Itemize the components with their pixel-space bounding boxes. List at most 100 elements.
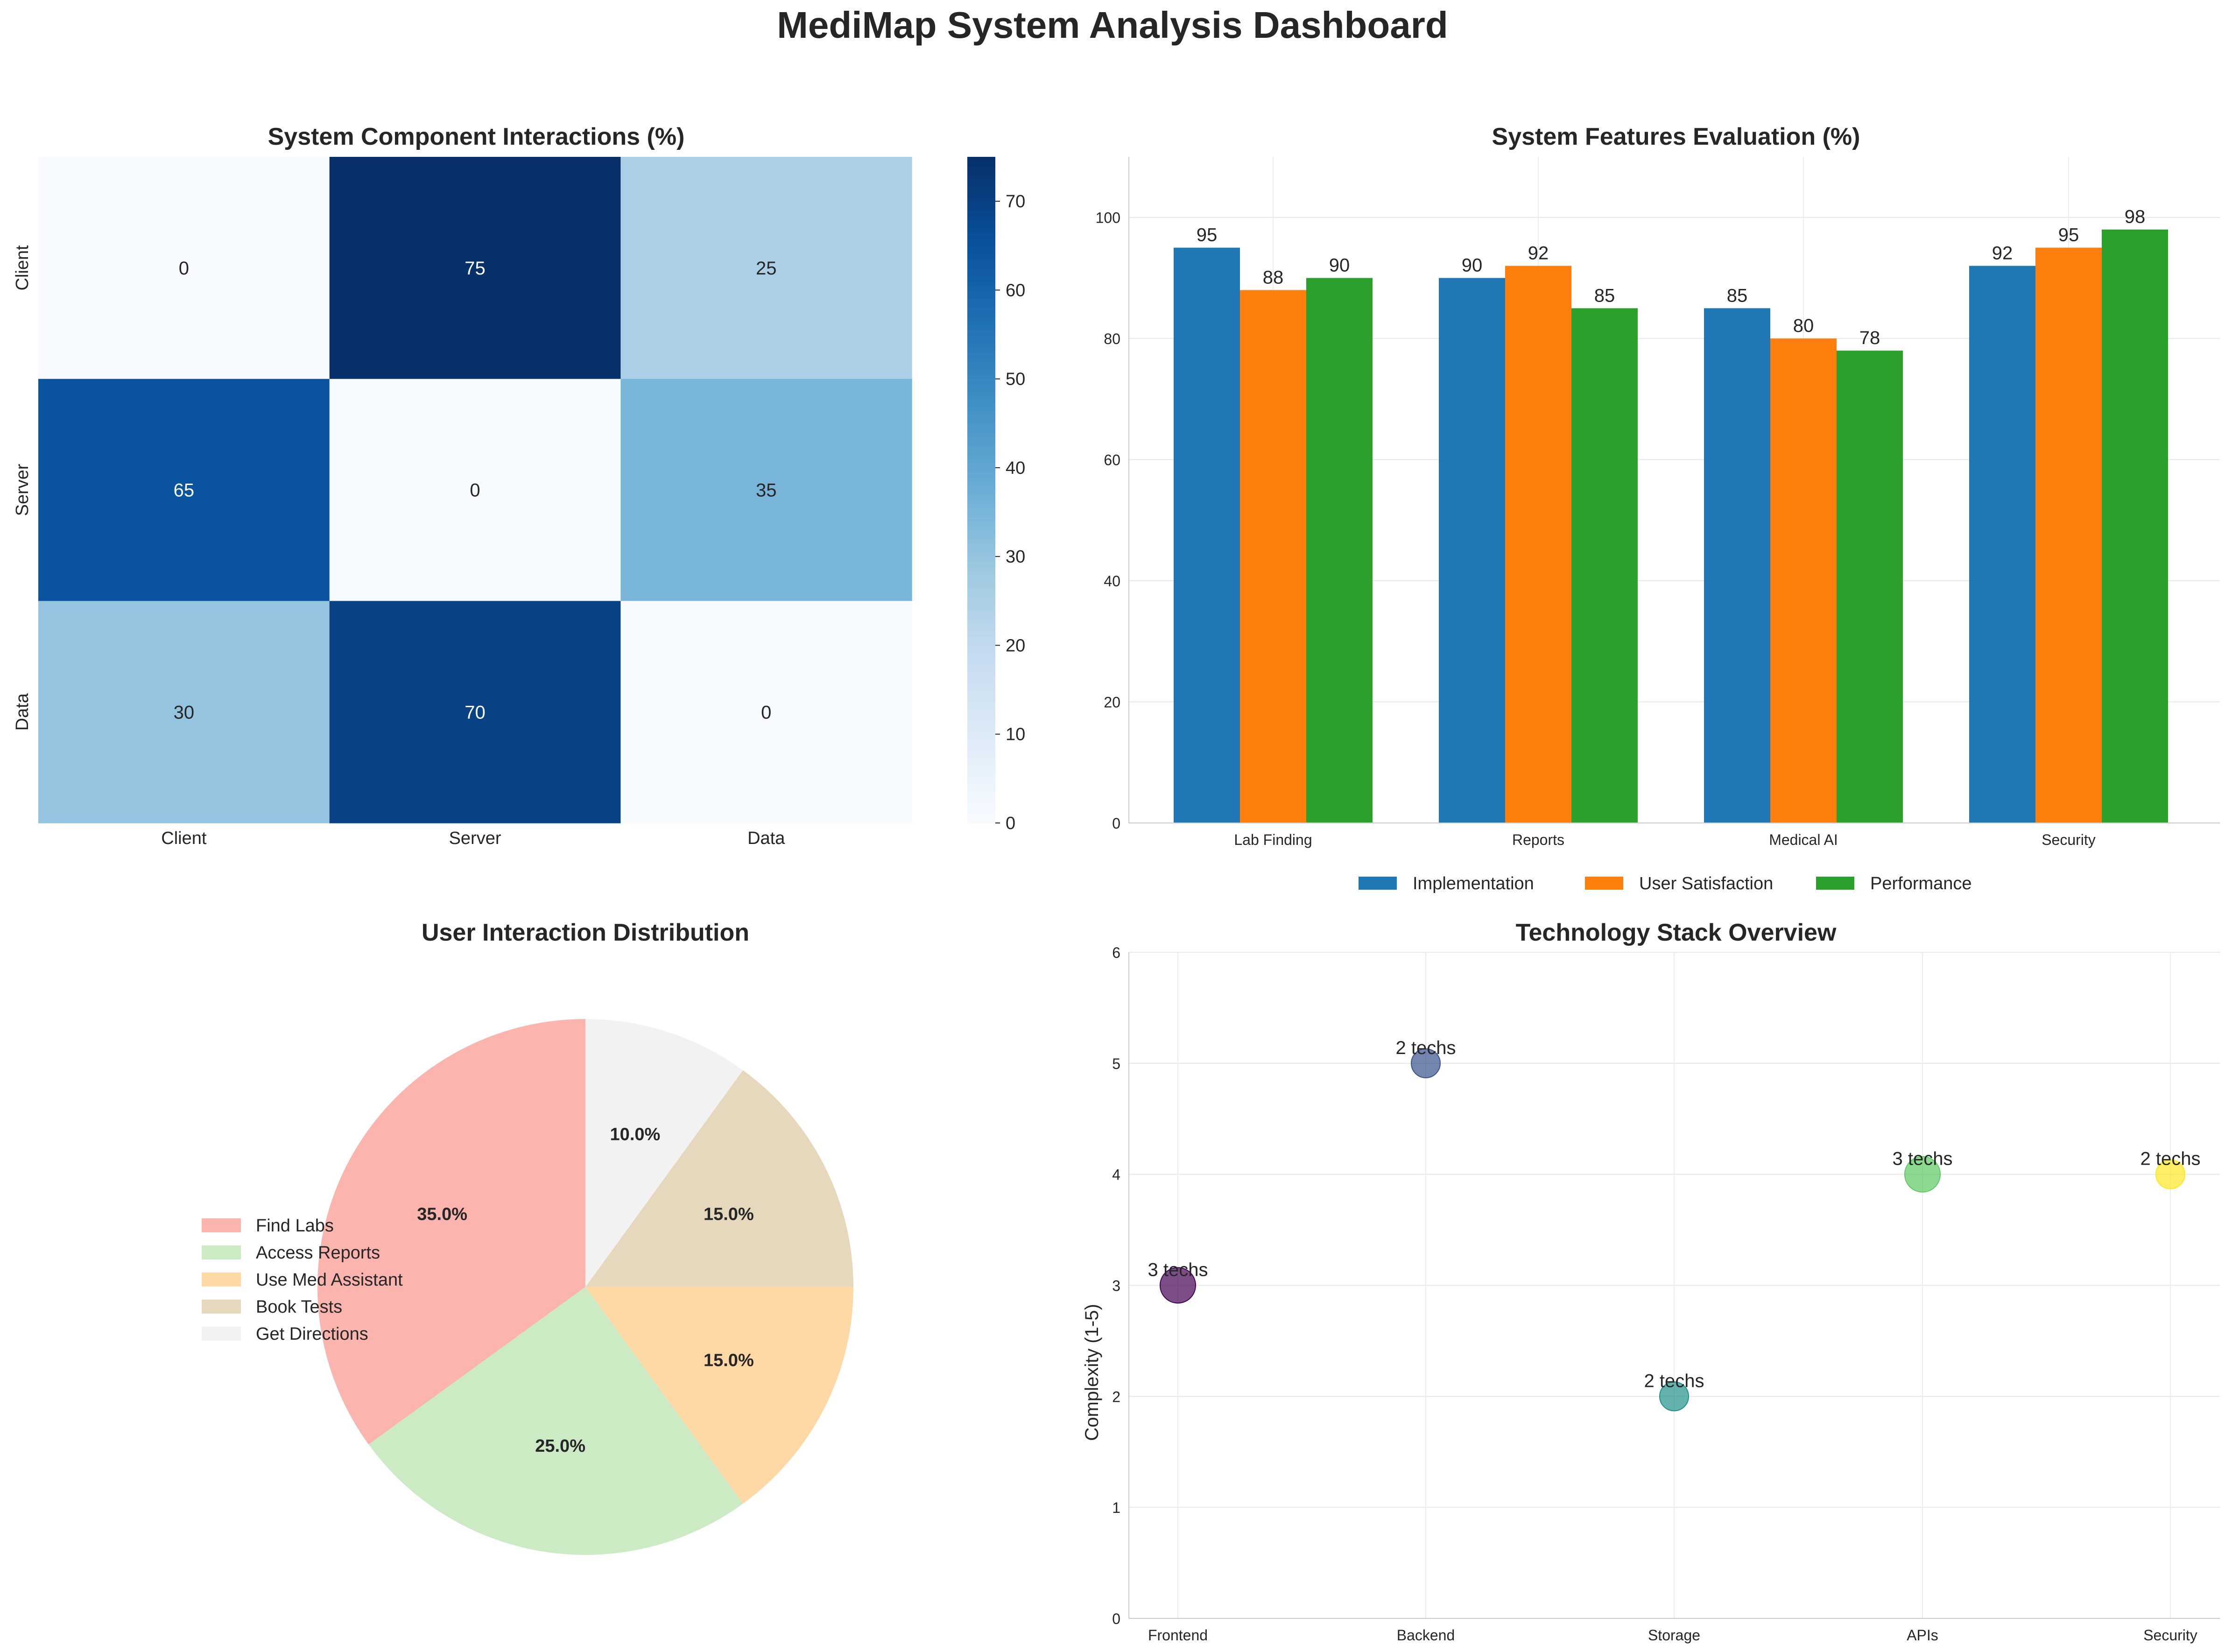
bar-x-tick-label: Lab Finding	[1234, 831, 1312, 848]
bar	[1770, 338, 1837, 823]
colorbar-gradient-step	[967, 334, 995, 340]
dashboard-title: MediMap System Analysis Dashboard	[777, 4, 1448, 46]
colorbar-gradient-step	[967, 299, 995, 304]
scatter-chart-points	[1160, 1048, 2185, 1412]
colorbar-gradient-step	[967, 592, 995, 597]
colorbar-gradient-step	[967, 565, 995, 570]
legend-swatch	[1585, 877, 1623, 890]
scatter-annotation: 2 techs	[1644, 1371, 1704, 1391]
colorbar-gradient-step	[967, 405, 995, 411]
pie-percent-label: 15.0%	[704, 1205, 754, 1224]
colorbar-gradient-step	[967, 316, 995, 322]
colorbar-gradient-step	[967, 188, 995, 193]
colorbar-gradient-step	[967, 281, 995, 286]
scatter-x-tick-label: Storage	[1648, 1627, 1700, 1644]
heatmap-panel: System Component Interactions (%) 0 75 25 6…	[13, 123, 1025, 848]
colorbar-gradient-step	[967, 530, 995, 535]
colorbar-gradient-step	[967, 627, 995, 633]
colorbar-tick-label: 30	[1006, 547, 1025, 567]
colorbar-tick-label: 10	[1006, 725, 1025, 745]
scatter-point	[1411, 1048, 1441, 1078]
legend-swatch	[202, 1272, 241, 1286]
bar-chart-title: System Features Evaluation (%)	[1492, 123, 1860, 150]
heatmap-cell	[620, 157, 912, 380]
pie-slice	[585, 1070, 853, 1287]
colorbar-gradient-step	[967, 325, 995, 331]
bar-x-tick-label: Medical AI	[1769, 831, 1838, 848]
colorbar-gradient-step	[967, 698, 995, 704]
colorbar-gradient-step	[967, 494, 995, 499]
bar-value-label: 78	[1859, 328, 1880, 348]
colorbar-gradient-step	[967, 743, 995, 748]
scatter-x-tick-label: APIs	[1907, 1627, 1938, 1644]
colorbar-gradient-step	[967, 503, 995, 508]
heatmap-cell	[329, 379, 621, 601]
legend-label: Performance	[1870, 874, 1972, 893]
heatmap-cell	[329, 601, 621, 823]
colorbar-tick-label: 20	[1006, 636, 1025, 655]
bar-chart-axes: 0 20 40 60 80 100 Lab Finding Reports Medical AI…	[1096, 157, 2220, 848]
colorbar-gradient-step	[967, 414, 995, 420]
heatmap-title: System Component Interactions (%)	[268, 123, 685, 150]
heatmap-col-label: Server	[449, 829, 501, 848]
colorbar-gradient-step	[967, 348, 995, 353]
colorbar-gradient-step	[967, 445, 995, 450]
legend-swatch	[202, 1218, 241, 1232]
pie-slice	[368, 1287, 743, 1555]
colorbar-gradient-step	[967, 250, 995, 255]
colorbar-gradient-step	[967, 569, 995, 575]
bar	[2035, 247, 2102, 823]
scatter-y-tick-label: 5	[1112, 1055, 1120, 1072]
colorbar-gradient-step	[967, 685, 995, 690]
colorbar-gradient-step	[967, 792, 995, 797]
colorbar-gradient-step	[967, 232, 995, 238]
colorbar-gradient-step	[967, 472, 995, 477]
colorbar-gradient-step	[967, 272, 995, 277]
heatmap-cell-value: 0	[470, 480, 480, 501]
bar	[1439, 278, 1505, 823]
colorbar-gradient-step	[967, 640, 995, 646]
colorbar-gradient-step	[967, 649, 995, 655]
colorbar-gradient-step	[967, 596, 995, 602]
bar-y-tick-label: 100	[1096, 210, 1120, 226]
scatter-point	[1659, 1381, 1689, 1412]
heatmap-row-labels: Client Server Data	[13, 245, 32, 731]
bar-y-tick-label: 80	[1104, 330, 1120, 347]
colorbar-gradient-step	[967, 321, 995, 326]
colorbar-gradient-step	[967, 632, 995, 637]
bar-y-tick-label: 0	[1112, 815, 1120, 832]
colorbar-gradient-step	[967, 574, 995, 579]
colorbar-gradient-step	[967, 170, 995, 176]
colorbar-gradient-step	[967, 237, 995, 242]
bar-value-label: 95	[1197, 225, 1218, 246]
pie-percent-label: 25.0%	[535, 1436, 585, 1456]
bar-value-label: 92	[1992, 243, 2013, 264]
colorbar-gradient-step	[967, 738, 995, 744]
colorbar-gradient-step	[967, 636, 995, 641]
colorbar-gradient-step	[967, 778, 995, 784]
colorbar-tick-label: 40	[1006, 458, 1025, 478]
colorbar-gradient-step	[967, 210, 995, 215]
colorbar-gradient-step	[967, 396, 995, 402]
colorbar-gradient-step	[967, 254, 995, 260]
colorbar-gradient-step	[967, 432, 995, 437]
colorbar-gradient-step	[967, 285, 995, 291]
colorbar-gradient-step	[967, 366, 995, 371]
colorbar-gradient-step	[967, 352, 995, 358]
scatter-chart-grid	[1129, 952, 2220, 1619]
colorbar-gradient-step	[967, 623, 995, 628]
bar-value-label: 90	[1462, 255, 1483, 275]
colorbar-gradient-step	[967, 809, 995, 815]
pie-chart-panel: User Interaction Distribution 35.0% 25.0%…	[202, 919, 853, 1555]
colorbar-gradient-step	[967, 476, 995, 482]
legend-label: User Satisfaction	[1639, 874, 1773, 893]
scatter-annotation: 3 techs	[1893, 1149, 1953, 1169]
colorbar-gradient-step	[967, 783, 995, 788]
colorbar-gradient-step	[967, 734, 995, 739]
pie-slice	[317, 1019, 585, 1445]
legend-label: Get Directions	[256, 1324, 368, 1344]
scatter-chart-annotations: 3 techs 2 techs 2 techs 3 techs 2 techs	[1148, 1038, 2201, 1392]
colorbar-gradient-step	[967, 561, 995, 566]
pie-chart-legend: Find Labs Access Reports Use Med Assistant…	[202, 1216, 403, 1344]
